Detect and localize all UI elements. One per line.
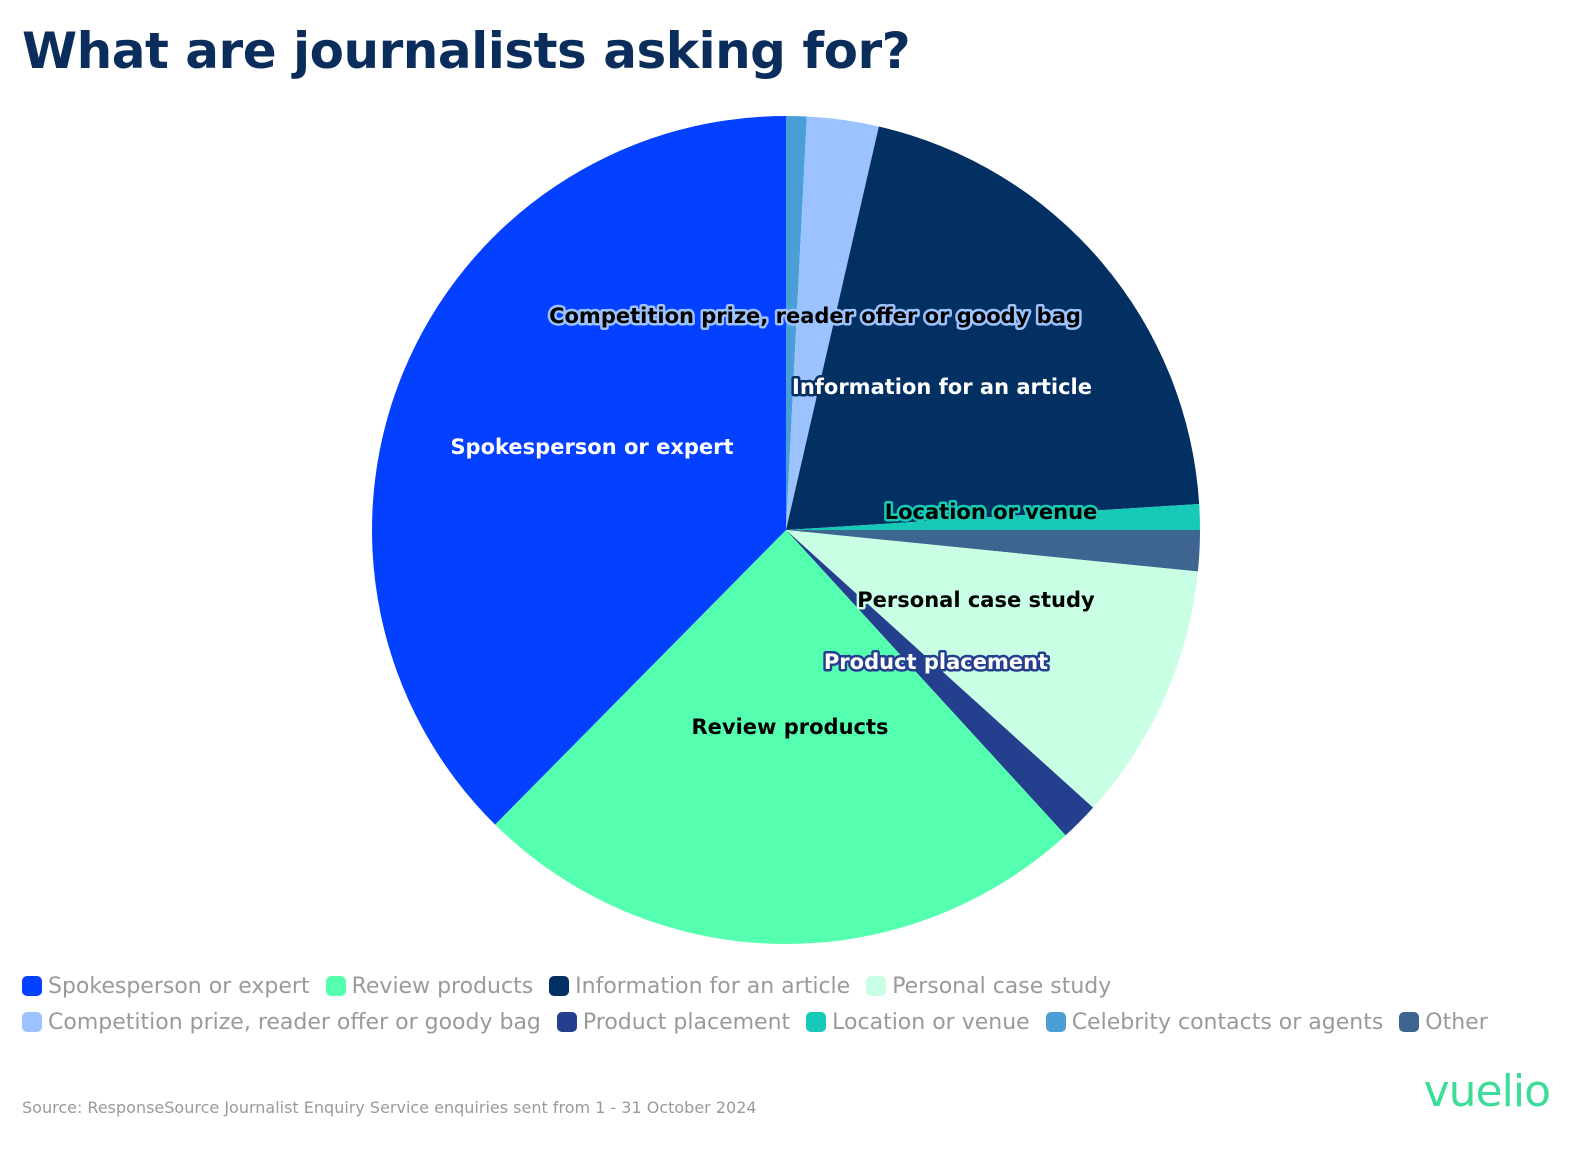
pie-slice-spokesperson-or-expert	[372, 116, 786, 825]
legend-swatch	[1045, 1012, 1066, 1032]
pie-slice-location-or-venue	[786, 504, 1200, 530]
pie-slice-personal-case-study	[786, 530, 1198, 808]
legend-item: Spokesperson or expert	[22, 972, 310, 1000]
legend-label: Information for an article	[575, 973, 851, 999]
legend-label: Spokesperson or expert	[48, 973, 310, 999]
slice-label: Personal case study	[857, 588, 1095, 612]
pie-chart: Competition prize, reader offer or goody…	[372, 116, 1200, 945]
legend-item: Information for an article	[549, 972, 850, 1000]
legend-label: Review products	[351, 973, 534, 999]
legend-swatch	[866, 976, 887, 996]
pie-slice-competition-prize-reader-offer-or-goody-bag	[786, 116, 879, 531]
source-note: Source: ResponseSource Journalist Enquir…	[22, 1098, 757, 1117]
slice-label: Spokesperson or expert	[450, 435, 733, 459]
legend-item: Review products	[325, 972, 534, 1000]
legend-label: Personal case study	[892, 973, 1112, 999]
legend-item: Competition prize, reader offer or goody…	[22, 1008, 541, 1036]
slice-label: Competition prize, reader offer or goody…	[549, 304, 1081, 328]
legend-swatch	[1399, 1012, 1420, 1032]
legend-item: Personal case study	[866, 972, 1111, 1000]
legend-label: Competition prize, reader offer or goody…	[48, 1009, 541, 1035]
legend-label: Other	[1425, 1009, 1488, 1035]
legend-swatch	[22, 976, 42, 996]
pie-slice-other	[786, 530, 1200, 572]
slice-label: Product placement	[824, 650, 1048, 674]
legend-item: Location or venue	[806, 1008, 1030, 1036]
slice-label: Information for an article	[792, 375, 1092, 399]
pie-slice-product-placement	[786, 530, 1094, 836]
legend-label: Product placement	[582, 1009, 791, 1035]
slice-label: Location or venue	[885, 500, 1098, 524]
chart-title: What are journalists asking for?	[22, 22, 911, 80]
legend-swatch	[325, 976, 346, 996]
legend-item: Product placement	[556, 1008, 791, 1036]
legend-label: Location or venue	[832, 1009, 1030, 1035]
pie-slice-information-for-an-article	[786, 126, 1200, 531]
legend-swatch	[549, 976, 570, 996]
vuelio-logo: vuelio	[1423, 1066, 1551, 1117]
legend-label: Celebrity contacts or agents	[1071, 1009, 1384, 1035]
legend: Spokesperson or expert Review products Inf…	[22, 972, 1562, 1036]
legend-item: Celebrity contacts or agents	[1045, 1008, 1384, 1036]
legend-swatch	[556, 1012, 577, 1032]
pie-labels: Competition prize, reader offer or goody…	[448, 302, 1100, 742]
legend-swatch	[22, 1012, 42, 1032]
pie-slice-review-products	[495, 530, 1066, 945]
slice-label: Review products	[691, 715, 888, 739]
pie-slice-celebrity-contacts-or-agents	[786, 116, 807, 530]
legend-swatch	[806, 1012, 827, 1032]
pie-slices	[372, 116, 1200, 945]
legend-item: Other	[1399, 1008, 1488, 1036]
